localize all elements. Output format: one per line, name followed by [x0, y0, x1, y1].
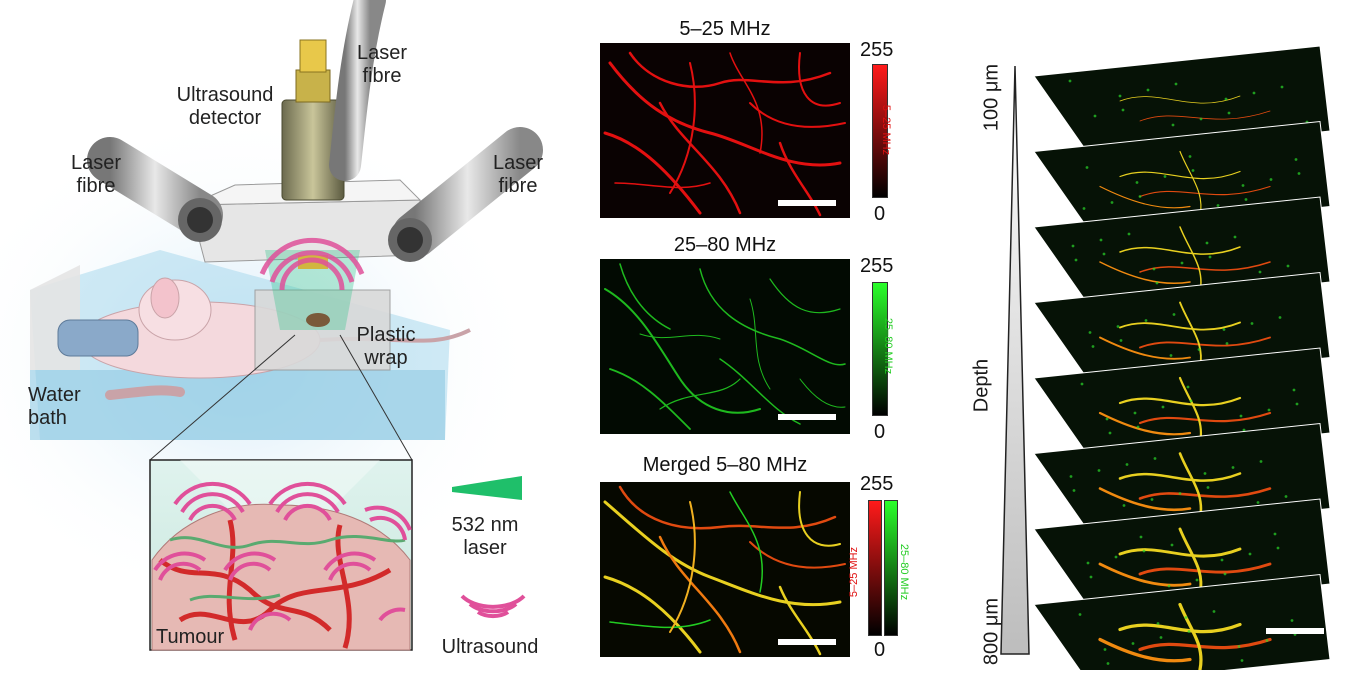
colorbar-green [884, 500, 898, 636]
depth-top-label: 100 μm [980, 63, 1003, 132]
colorbar-red-label: 5–25 MHz [848, 546, 860, 598]
scale-bar [778, 639, 836, 645]
label-laser-fibre-left: Laser fibre [70, 152, 122, 197]
label-ultrasound-detector: Ultrasound detector [176, 84, 274, 129]
depth-bottom-label: 800 μm [980, 597, 1003, 666]
colorbar-max: 255 [860, 255, 894, 277]
panel-title: 5–25 MHz [679, 18, 771, 40]
label-laser-fibre-right: Laser fibre [492, 152, 544, 197]
label-tumour: Tumour [156, 626, 225, 648]
image-25-80 [600, 259, 850, 434]
colorbar-red [872, 64, 888, 198]
laser-wedge-icon [452, 476, 522, 500]
scale-bar [778, 200, 836, 206]
setup-diagram: Laser fibre Ultrasound detector Laser fi… [0, 0, 560, 679]
colorbar-min: 0 [874, 203, 886, 225]
colorbar-red [868, 500, 882, 636]
colorbar-green-label: 25–80 MHz [898, 543, 910, 601]
top-fibre [329, 0, 386, 181]
scale-bar [1266, 628, 1324, 634]
image-merged [600, 482, 850, 657]
label-laser-fibre-top: Laser fibre [356, 42, 408, 87]
setup-illustration [0, 0, 543, 651]
legend-ultrasound-label: Ultrasound [441, 636, 539, 658]
panel-title: Merged 5–80 MHz [642, 454, 808, 476]
ultrasound-wave-icon [460, 594, 526, 619]
depth-slice [1033, 573, 1331, 684]
colorbar-max: 255 [860, 473, 894, 495]
label-water-bath: Water bath [28, 384, 81, 429]
colorbar-min: 0 [874, 639, 886, 661]
legend-laser-label: 532 nm laser [451, 514, 519, 559]
label-plastic-wrap: Plastic wrap [356, 324, 416, 369]
panel-title: 25–80 MHz [673, 234, 777, 256]
colorbar-green-label: 25–80 MHz [882, 317, 894, 375]
colorbar-min: 0 [874, 421, 886, 443]
depth-wedge [1000, 65, 1030, 655]
colorbar-max: 255 [860, 39, 894, 61]
scale-bar [778, 414, 836, 420]
depth-label: Depth [970, 358, 993, 413]
right-fibre [392, 127, 543, 258]
depth-stack [1030, 40, 1360, 684]
colorbar-red-label: 5–25 MHz [880, 104, 892, 156]
colorbar-green [872, 282, 888, 416]
image-5-25 [600, 43, 850, 218]
